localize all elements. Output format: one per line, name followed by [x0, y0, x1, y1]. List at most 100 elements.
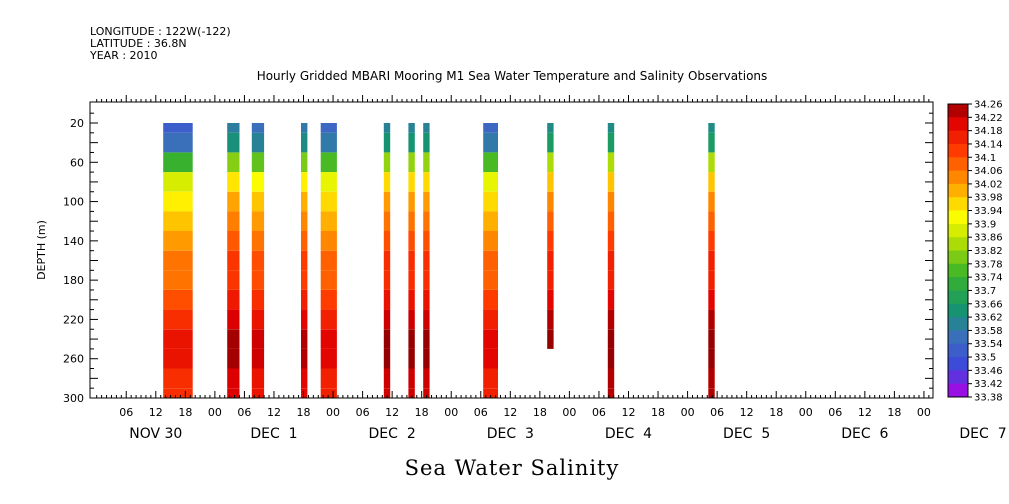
salinity-cell [320, 211, 337, 231]
salinity-cell [383, 152, 391, 173]
salinity-cell [301, 123, 308, 133]
x-tick-label: 00 [326, 406, 340, 419]
colorbar-swatch [948, 303, 968, 318]
colorbar-label: 33.62 [974, 313, 1003, 324]
salinity-cell [227, 191, 240, 212]
x-tick-label: 00 [562, 406, 576, 419]
colorbar-swatch [948, 357, 968, 371]
day-label: DEC 5 [723, 426, 770, 442]
salinity-cell [547, 309, 554, 330]
salinity-cell [708, 270, 715, 290]
salinity-cell [408, 368, 415, 389]
chart-title: Hourly Gridded MBARI Mooring M1 Sea Wate… [257, 69, 768, 83]
salinity-cell [383, 270, 391, 290]
day-label: DEC 3 [487, 426, 534, 442]
salinity-cell [163, 152, 193, 173]
salinity-cell [383, 388, 391, 398]
salinity-cell [708, 388, 715, 398]
salinity-cell [708, 231, 715, 251]
x-tick-label: 06 [474, 406, 488, 419]
salinity-cell [408, 309, 415, 330]
salinity-cell [607, 290, 615, 310]
salinity-cell [408, 348, 415, 369]
salinity-cell [383, 329, 391, 349]
salinity-cell [163, 290, 193, 310]
salinity-cell [408, 329, 415, 349]
salinity-cell [547, 250, 554, 271]
observation-column [301, 123, 308, 398]
colorbar-label: 34.14 [974, 139, 1003, 150]
colorbar-label: 33.46 [974, 366, 1003, 377]
salinity-cell [383, 368, 391, 389]
observation-column [708, 123, 715, 398]
salinity-cell [708, 329, 715, 349]
salinity-cell [607, 329, 615, 349]
salinity-cell [423, 211, 430, 231]
salinity-cell [163, 191, 193, 212]
salinity-cell [320, 348, 337, 369]
observation-column [408, 123, 415, 398]
colorbar-label: 33.58 [974, 326, 1003, 337]
salinity-cell [408, 211, 415, 231]
y-tick-label: 220 [63, 313, 84, 326]
salinity-cell [708, 191, 715, 212]
salinity-cell [301, 152, 308, 173]
salinity-cell [163, 172, 193, 192]
salinity-cell [708, 309, 715, 330]
salinity-cell [227, 152, 240, 173]
salinity-cell [408, 231, 415, 251]
x-tick-label: 00 [681, 406, 695, 419]
salinity-cell [383, 290, 391, 310]
salinity-cell [251, 309, 265, 330]
salinity-cell [708, 368, 715, 389]
salinity-cell [227, 123, 240, 133]
salinity-cell [163, 250, 193, 271]
salinity-cell [227, 211, 240, 231]
salinity-cell [408, 132, 415, 153]
salinity-cell [408, 388, 415, 398]
colorbar-label: 34.26 [974, 100, 1003, 111]
y-tick-label: 300 [63, 392, 84, 405]
salinity-cell [320, 270, 337, 290]
salinity-cell [227, 368, 240, 389]
salinity-cell [408, 152, 415, 173]
salinity-cell [301, 132, 308, 153]
salinity-cell [708, 172, 715, 192]
salinity-cell [320, 123, 337, 133]
x-tick-label: 06 [356, 406, 370, 419]
salinity-cell [408, 191, 415, 212]
salinity-cell [383, 211, 391, 231]
colorbar-swatch [948, 117, 968, 131]
salinity-cell [607, 191, 615, 212]
salinity-cell [547, 152, 554, 173]
x-tick-label: 00 [208, 406, 222, 419]
x-tick-label: 18 [415, 406, 429, 419]
salinity-cell [163, 348, 193, 369]
salinity-cell [408, 250, 415, 271]
salinity-cell [251, 132, 265, 153]
salinity-cell [483, 191, 498, 212]
salinity-cell [547, 172, 554, 192]
salinity-cell [251, 329, 265, 349]
salinity-cell [408, 123, 415, 133]
salinity-cell [301, 329, 308, 349]
salinity-cell [301, 250, 308, 271]
colorbar-swatch [948, 210, 968, 225]
salinity-cell [227, 132, 240, 153]
salinity-cell [708, 250, 715, 271]
colorbar-label: 33.74 [974, 273, 1003, 284]
salinity-cell [301, 270, 308, 290]
colorbar: 34.26 34.22 34.18 34.14 34.1 34.06 34.02 33.98 3… [947, 100, 1003, 404]
salinity-cell [251, 348, 265, 369]
salinity-cell [483, 123, 498, 133]
salinity-cell [251, 172, 265, 192]
salinity-cell [483, 368, 498, 389]
x-tick-label: 06 [828, 406, 842, 419]
x-tick-label: 12 [385, 406, 399, 419]
salinity-cell [251, 250, 265, 271]
x-tick-label: 18 [297, 406, 311, 419]
x-tick-label: 06 [710, 406, 724, 419]
observation-column [423, 123, 430, 398]
colorbar-swatch [948, 183, 968, 198]
colorbar-label: 33.7 [974, 286, 996, 297]
